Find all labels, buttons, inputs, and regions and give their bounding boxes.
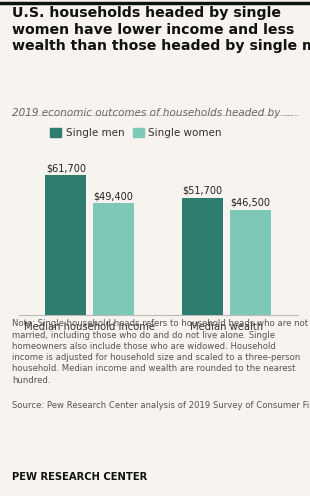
Text: $46,500: $46,500 — [230, 198, 270, 208]
Text: $61,700: $61,700 — [46, 163, 86, 173]
Bar — [93, 203, 134, 315]
Legend: Single men, Single women: Single men, Single women — [50, 128, 222, 138]
Bar — [230, 209, 271, 315]
Bar — [45, 175, 86, 315]
Text: Note: Single household heads refers to household heads who are not married, incl: Note: Single household heads refers to h… — [12, 319, 308, 384]
Bar — [182, 198, 223, 315]
Text: 2019 economic outcomes of households headed by ...: 2019 economic outcomes of households hea… — [12, 108, 294, 118]
Text: U.S. households headed by single
women have lower income and less
wealth than th: U.S. households headed by single women h… — [12, 6, 310, 53]
Text: Source: Pew Research Center analysis of 2019 Survey of Consumer Finances.: Source: Pew Research Center analysis of … — [12, 401, 310, 410]
Text: $51,700: $51,700 — [183, 186, 223, 196]
Text: PEW RESEARCH CENTER: PEW RESEARCH CENTER — [12, 472, 148, 482]
Text: $49,400: $49,400 — [94, 191, 134, 201]
